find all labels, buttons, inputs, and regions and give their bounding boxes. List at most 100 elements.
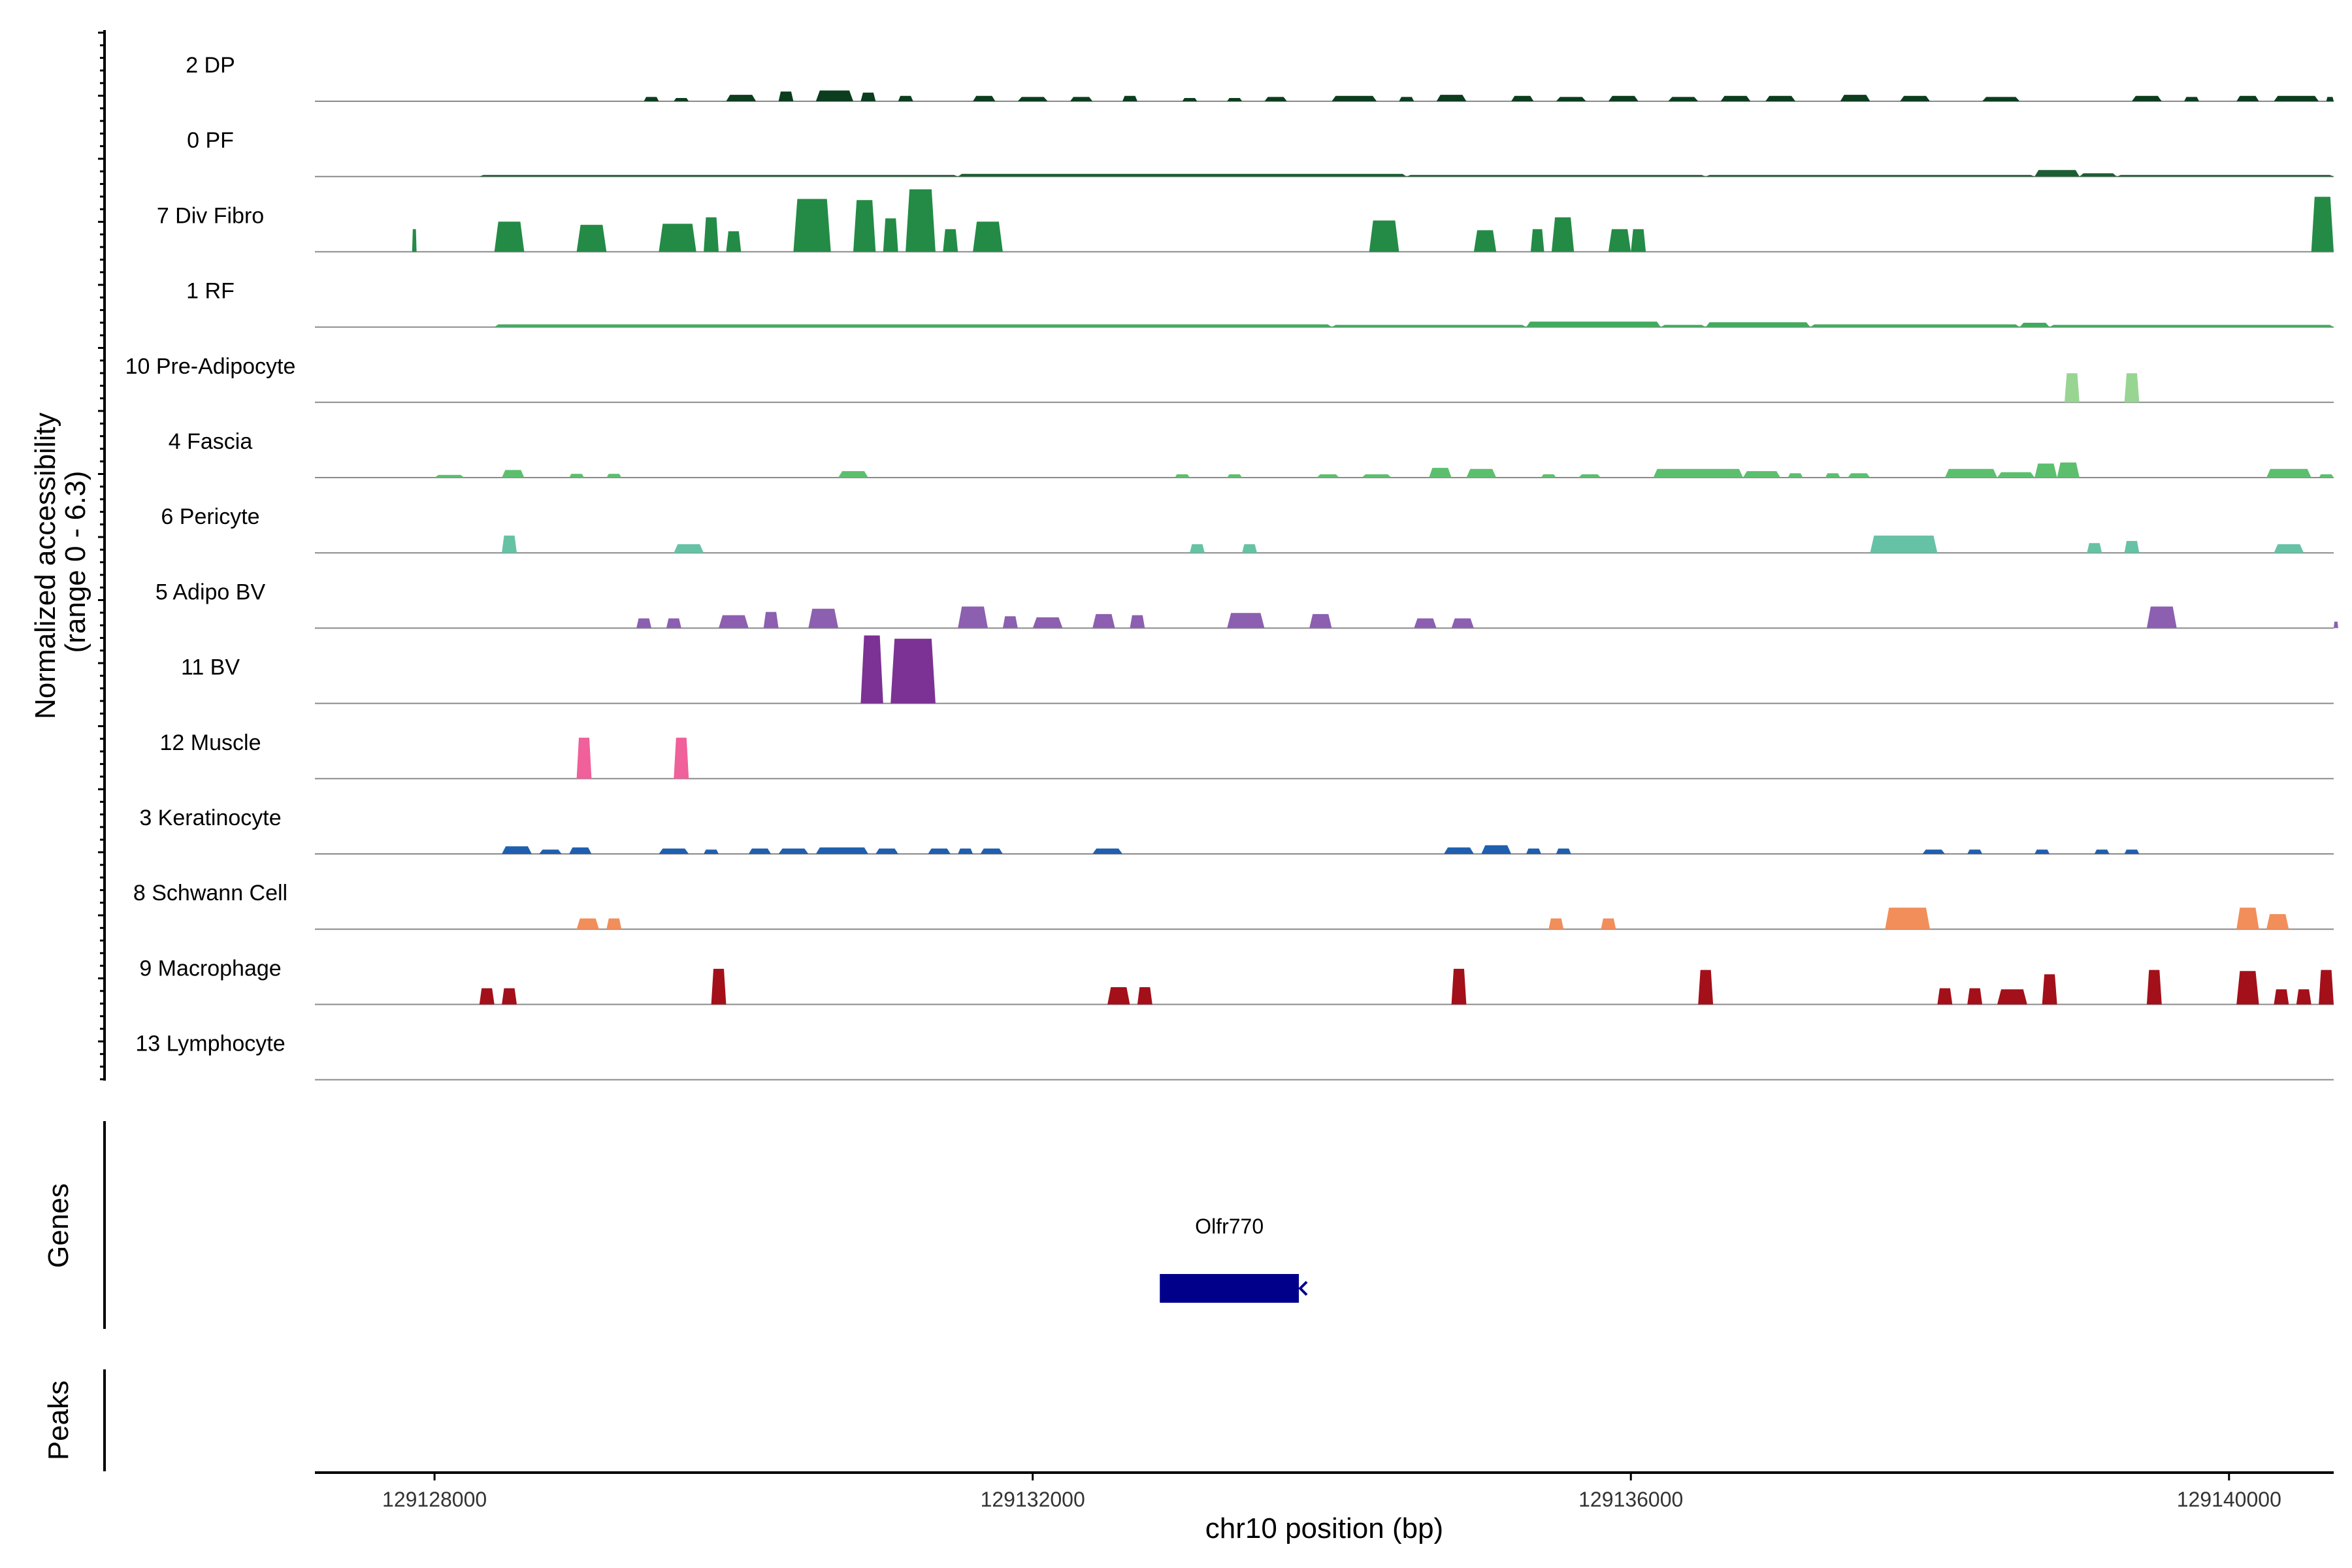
track-label: 4 Fascia bbox=[169, 429, 253, 454]
coverage-peak bbox=[1137, 987, 1152, 1005]
coverage-peak bbox=[479, 988, 495, 1005]
coverage-peak bbox=[1698, 970, 1714, 1005]
x-axis-tick-label: 129132000 bbox=[981, 1488, 1085, 1511]
coverage-peak bbox=[1414, 618, 1437, 629]
coverage-peak bbox=[502, 846, 532, 854]
track-3-keratinocyte: 3 Keratinocyte bbox=[139, 806, 2334, 855]
coverage-peak bbox=[1362, 474, 1392, 478]
coverage-peak bbox=[883, 218, 898, 252]
coverage-peak bbox=[1436, 95, 1467, 101]
coverage-peak bbox=[2266, 468, 2311, 478]
coverage-peak bbox=[906, 189, 936, 252]
track-12-muscle: 12 Muscle bbox=[160, 730, 2334, 779]
coverage-peak bbox=[674, 98, 689, 101]
coverage-peak bbox=[860, 635, 883, 704]
coverage-peak bbox=[958, 848, 973, 854]
track-2-dp: 2 DP bbox=[186, 53, 2334, 102]
coverage-peak bbox=[606, 474, 622, 478]
track-10-pre-adipocyte: 10 Pre-Adipocyte bbox=[125, 354, 2334, 403]
track-label: 8 Schwann Cell bbox=[133, 881, 287, 906]
coverage-peak bbox=[2079, 173, 2117, 177]
track-label: 0 PF bbox=[187, 128, 234, 153]
coverage-peak bbox=[494, 221, 525, 252]
genes-label: Genes bbox=[42, 1183, 74, 1268]
coverage-peak bbox=[778, 91, 794, 101]
y-axis-title-line1: Normalized accessibility bbox=[29, 412, 61, 719]
gene-name-label: Olfr770 bbox=[1195, 1215, 1264, 1238]
coverage-peak bbox=[2094, 849, 2110, 854]
coverage-peak bbox=[1444, 847, 1474, 854]
coverage-peak bbox=[1481, 845, 1512, 854]
coverage-peak bbox=[815, 90, 853, 101]
x-axis-tick-label: 129140000 bbox=[2177, 1488, 2281, 1511]
coverage-peak bbox=[1107, 987, 1130, 1005]
coverage-peak bbox=[2019, 323, 2050, 327]
coverage-peak bbox=[2311, 197, 2334, 252]
coverage-peak bbox=[980, 848, 1003, 854]
coverage-peak bbox=[2146, 970, 2162, 1005]
coverage-peak bbox=[853, 200, 876, 252]
coverage-peak bbox=[1944, 468, 1997, 478]
coverage-peak bbox=[973, 221, 1003, 252]
coverage-peak bbox=[569, 847, 592, 854]
coverage-peak bbox=[958, 174, 1407, 177]
coverage-peak bbox=[1406, 174, 1706, 177]
track-9-macrophage: 9 Macrophage bbox=[139, 956, 2334, 1005]
coverage-peak bbox=[1967, 849, 1983, 854]
coverage-peak bbox=[1922, 849, 1945, 854]
coverage-peak bbox=[2132, 95, 2162, 101]
coverage-peak bbox=[1526, 848, 1541, 854]
coverage-peak bbox=[875, 848, 898, 854]
coverage-peak bbox=[1885, 907, 1930, 930]
coverage-peak bbox=[1631, 229, 1646, 252]
coverage-peak bbox=[1227, 98, 1243, 101]
coverage-peak bbox=[502, 470, 525, 478]
coverage-peak bbox=[1399, 97, 1414, 101]
coverage-peak bbox=[711, 968, 727, 1005]
coverage-peak bbox=[2034, 849, 2050, 854]
coverage-peak bbox=[2117, 174, 2334, 177]
coverage-peak bbox=[898, 95, 913, 101]
coverage-peak bbox=[674, 544, 704, 553]
y-axis-title: Normalized accessibility (range 0 - 6.3) bbox=[29, 404, 91, 719]
track-label: 7 Div Fibro bbox=[157, 203, 264, 228]
track-label: 13 Lymphocyte bbox=[135, 1032, 285, 1056]
coverage-peak bbox=[666, 618, 681, 629]
coverage-peak bbox=[2087, 543, 2102, 553]
x-axis-title: chr10 position (bp) bbox=[1205, 1512, 1443, 1544]
coverage-peak bbox=[943, 229, 958, 252]
y-axis-title-line2: (range 0 - 6.3) bbox=[59, 471, 91, 653]
track-4-fascia: 4 Fascia bbox=[169, 429, 2334, 478]
coverage-peak bbox=[1002, 616, 1018, 629]
peaks-label: Peaks bbox=[42, 1380, 74, 1460]
track-11-bv: 11 BV bbox=[181, 635, 2334, 704]
coverage-peak bbox=[606, 918, 622, 930]
coverage-peak bbox=[1601, 918, 1616, 930]
track-8-schwann-cell: 8 Schwann Cell bbox=[133, 881, 2334, 930]
coverage-peak bbox=[1788, 473, 1803, 478]
coverage-peak bbox=[674, 738, 689, 779]
coverage-peak bbox=[1511, 95, 1534, 101]
coverage-peak bbox=[860, 92, 876, 101]
track-13-lymphocyte: 13 Lymphocyte bbox=[135, 1032, 2334, 1081]
gene-strand-arrow bbox=[1298, 1281, 1308, 1296]
coverage-peak bbox=[1810, 324, 2020, 327]
coverage-tracks: 2 DP 0 PF 7 Div Fibro 1 RF 10 Pre-Adipocyte 4… bbox=[125, 53, 2338, 1081]
coverage-peak bbox=[2334, 621, 2338, 629]
track-6-pericyte: 6 Pericyte bbox=[161, 504, 2334, 554]
track-label: 6 Pericyte bbox=[161, 504, 259, 529]
coverage-peak bbox=[1742, 471, 1781, 478]
coverage-peak bbox=[838, 471, 868, 478]
coverage-peak bbox=[2034, 463, 2057, 478]
coverage-peak bbox=[726, 231, 742, 252]
coverage-peak bbox=[763, 612, 779, 629]
coverage-peak bbox=[1705, 322, 1810, 327]
coverage-peak bbox=[1967, 988, 1983, 1005]
coverage-peak bbox=[502, 535, 517, 553]
gene-track: Olfr770 bbox=[1160, 1215, 1308, 1303]
coverage-peak bbox=[808, 608, 839, 629]
coverage-peak bbox=[928, 848, 951, 854]
coverage-peak bbox=[815, 847, 868, 854]
coverage-peak bbox=[479, 174, 958, 177]
